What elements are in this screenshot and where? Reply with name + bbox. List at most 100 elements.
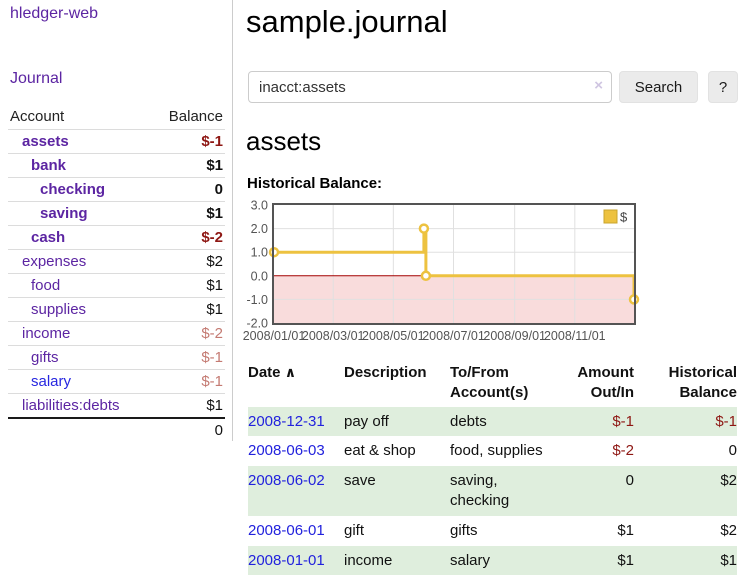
transaction-balance: $2 xyxy=(720,472,737,490)
transaction-description: eat & shop xyxy=(344,442,416,460)
transaction-date-link[interactable]: 2008-06-01 xyxy=(248,521,325,539)
transaction-amount: $1 xyxy=(617,551,634,569)
accounts-table: Account Balance assets $-1 bank $1 checking 0… xyxy=(8,104,225,442)
y-axis-tick-label: 2.0 xyxy=(251,222,268,236)
search-button[interactable]: Search xyxy=(619,71,698,103)
register-header-row: Date ∧ Description To/From Account(s) Am… xyxy=(248,361,737,407)
sidebar: hledger-web Journal Account Balance asse… xyxy=(0,0,233,441)
x-axis-tick-label: 2008/09/01 xyxy=(483,329,546,343)
account-balance: $-2 xyxy=(201,229,223,246)
accounts-total-value: 0 xyxy=(214,422,223,439)
transaction-row: 2008-06-01 gift gifts $1 $2 xyxy=(248,516,737,546)
page-title: sample.journal xyxy=(246,4,448,39)
account-balance: $-1 xyxy=(201,373,223,390)
transaction-accounts: gifts xyxy=(450,521,478,539)
data-point-marker xyxy=(420,270,432,282)
data-point-marker xyxy=(418,223,430,234)
sidebar-account-link[interactable]: cash xyxy=(31,229,66,246)
search-form: × xyxy=(248,71,612,103)
accounts-total-spacer xyxy=(8,418,151,442)
sidebar-account-link[interactable]: supplies xyxy=(31,301,87,318)
account-balance: 0 xyxy=(214,181,223,198)
account-row: liabilities:debts $1 xyxy=(8,393,225,419)
sidebar-account-link[interactable]: food xyxy=(31,277,61,294)
sidebar-account-link[interactable]: income xyxy=(22,325,71,342)
sidebar-account-link[interactable]: checking xyxy=(40,181,106,198)
transaction-amount: $1 xyxy=(617,521,634,539)
transaction-balance: $1 xyxy=(720,551,737,569)
account-row: cash $-2 xyxy=(8,225,225,250)
account-row: gifts $-1 xyxy=(8,345,225,370)
transaction-amount: $-2 xyxy=(612,442,634,460)
sidebar-account-link[interactable]: liabilities:debts xyxy=(22,397,120,414)
register-header-date[interactable]: Date ∧ xyxy=(248,361,344,407)
x-axis-tick-label: 2008/01/01 xyxy=(243,329,306,343)
transaction-date-link[interactable]: 2008-06-02 xyxy=(248,472,325,490)
account-balance: $1 xyxy=(206,397,223,414)
account-row: income $-2 xyxy=(8,321,225,346)
sidebar-account-link[interactable]: expenses xyxy=(22,253,87,270)
transaction-row: 2008-12-31 pay off debts $-1 $-1 xyxy=(248,406,737,437)
y-axis-tick-label: -1.0 xyxy=(246,293,268,307)
transaction-balance: 0 xyxy=(728,442,737,460)
account-row: supplies $1 xyxy=(8,297,225,322)
transaction-description: gift xyxy=(344,521,365,539)
chart-title: Historical Balance: xyxy=(247,175,383,192)
accounts-header-balance: Balance xyxy=(168,108,223,125)
account-balance: $-1 xyxy=(201,349,223,366)
y-axis-tick-label: 3.0 xyxy=(251,199,268,213)
legend-swatch xyxy=(603,209,618,224)
y-axis-tick-label: 1.0 xyxy=(251,246,268,260)
search-input[interactable] xyxy=(248,71,612,103)
transaction-description: pay off xyxy=(344,412,389,430)
register-header-description: Description xyxy=(344,364,427,381)
register-header-amount: Amount Out/In xyxy=(577,364,634,401)
account-balance: $1 xyxy=(206,205,223,222)
x-axis-tick-label: 2008/03/01 xyxy=(302,329,365,343)
account-balance: $-1 xyxy=(201,133,223,150)
date-header-label: Date xyxy=(248,364,281,381)
transaction-accounts: saving, checking xyxy=(450,472,510,509)
sidebar-account-link[interactable]: assets xyxy=(22,133,69,150)
register-header-balance: Historical Balance xyxy=(668,364,737,401)
transaction-accounts: debts xyxy=(450,412,487,430)
transaction-accounts: food, supplies xyxy=(450,442,543,460)
transaction-balance: $2 xyxy=(720,521,737,539)
transaction-date-link[interactable]: 2008-01-01 xyxy=(248,551,325,569)
sidebar-account-link[interactable]: salary xyxy=(31,373,72,390)
account-row: expenses $2 xyxy=(8,249,225,274)
transaction-amount: 0 xyxy=(625,472,634,490)
register-header-accounts: To/From Account(s) xyxy=(450,364,529,401)
accounts-header-row: Account Balance xyxy=(8,104,225,130)
x-axis-tick-label: 2008/05/01 xyxy=(362,329,425,343)
transaction-date-link[interactable]: 2008-06-03 xyxy=(248,442,325,460)
legend-label: $ xyxy=(620,210,628,225)
sidebar-account-link[interactable]: saving xyxy=(40,205,88,222)
y-axis-tick-label: 0.0 xyxy=(251,269,268,283)
account-row: salary $-1 xyxy=(8,369,225,394)
account-balance: $2 xyxy=(206,253,223,270)
sidebar-item-journal[interactable]: Journal xyxy=(10,70,63,87)
transaction-amount: $-1 xyxy=(612,412,634,430)
transaction-description: save xyxy=(344,472,376,490)
account-row: assets $-1 xyxy=(8,129,225,154)
help-button[interactable]: ? xyxy=(708,71,738,103)
historical-balance-chart: 3.0 2.0 1.0 0.0 -1.0 -2.0 2008/01/01 2008/03/01… xyxy=(240,198,740,346)
account-row: bank $1 xyxy=(8,153,225,178)
clear-search-icon[interactable]: × xyxy=(594,77,603,94)
account-balance: $-2 xyxy=(201,325,223,342)
sidebar-account-link[interactable]: bank xyxy=(31,157,67,174)
accounts-table-body: assets $-1 bank $1 checking 0 saving $1 cash $-2 e… xyxy=(8,129,225,419)
transaction-row: 2008-06-02 save saving, checking 0 $2 xyxy=(248,466,737,516)
sort-ascending-icon: ∧ xyxy=(284,364,297,380)
register-table-body: 2008-12-31 pay off debts $-1 $-1 2008-06-03 ea… xyxy=(248,406,737,576)
account-balance: $1 xyxy=(206,301,223,318)
account-row: checking 0 xyxy=(8,177,225,202)
sidebar-account-link[interactable]: gifts xyxy=(31,349,59,366)
register-table: Date ∧ Description To/From Account(s) Am… xyxy=(248,361,737,576)
transaction-row: 2008-06-03 eat & shop food, supplies $-2 0 xyxy=(248,436,737,466)
transaction-row: 2008-01-01 income salary $1 $1 xyxy=(248,545,737,576)
transaction-description: income xyxy=(344,551,393,569)
transaction-date-link[interactable]: 2008-12-31 xyxy=(248,412,325,430)
balance-chart-svg: 3.0 2.0 1.0 0.0 -1.0 -2.02008/01/012008/03/01… xyxy=(243,199,640,343)
